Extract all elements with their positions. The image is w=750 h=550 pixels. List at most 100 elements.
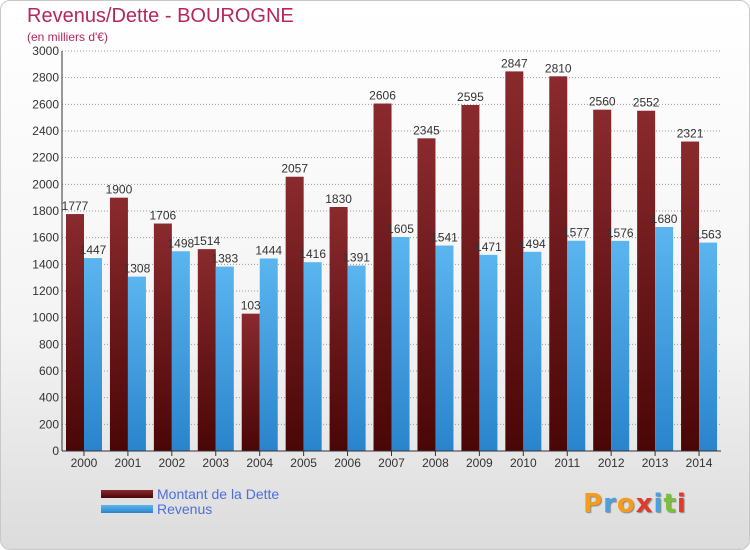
proxiti-logo: Proxiti: [583, 489, 687, 519]
chart-subtitle: (en milliers d'€): [27, 30, 108, 44]
label-layer: 1777 1447 1900 1308 1706 1498 1514 1383 103 1444 2…: [62, 56, 722, 312]
data-label-revenue: 1444: [255, 243, 282, 257]
data-label-debt: 2057: [281, 162, 308, 176]
data-label-revenue: 1447: [80, 243, 107, 257]
bar-revenue: [699, 242, 718, 451]
x-tick-label: 2009: [466, 456, 493, 470]
legend: Montant de la Dette Revenus: [101, 486, 279, 517]
bar-revenue: [171, 251, 190, 451]
data-label-revenue: 1308: [124, 262, 151, 276]
legend-swatch-revenue: [101, 504, 153, 513]
data-label-revenue: 1494: [519, 237, 546, 251]
bar-debt: [373, 103, 392, 452]
data-label-revenue: 1680: [651, 212, 678, 226]
x-tick-label: 2003: [202, 456, 229, 470]
legend-item-revenue: Revenus: [101, 500, 279, 517]
bar-revenue: [391, 237, 410, 451]
data-label-revenue: 1471: [475, 240, 502, 254]
y-tick-label: 1800: [32, 204, 59, 218]
bar-debt: [197, 249, 216, 451]
data-label-debt: 2595: [457, 90, 484, 104]
x-tick-label: 2010: [510, 456, 537, 470]
data-label-debt: 2345: [413, 123, 440, 137]
data-label-revenue: 1541: [431, 231, 458, 245]
x-tick-label: 2013: [642, 456, 669, 470]
y-tick-label: 800: [39, 337, 59, 351]
data-label-debt: 103: [241, 299, 261, 313]
bar-debt: [461, 105, 480, 451]
bar-revenue: [259, 258, 278, 451]
axis-layer: 0 200 400 600 800 1000 1200 1400 1600 1800 2000 220…: [32, 44, 721, 470]
bar-revenue: [655, 227, 674, 451]
data-label-revenue: 1563: [695, 228, 722, 242]
y-tick-label: 2400: [32, 124, 59, 138]
x-tick-label: 2014: [686, 456, 713, 470]
bar-debt: [417, 138, 436, 452]
bar-revenue: [435, 245, 454, 451]
data-label-revenue: 1605: [387, 222, 414, 236]
data-label-revenue: 1576: [607, 226, 634, 240]
data-label-debt: 1830: [325, 192, 352, 206]
bar-debt: [285, 176, 304, 451]
data-label-debt: 2847: [501, 56, 528, 70]
y-tick-label: 200: [39, 417, 59, 431]
legend-item-debt: Montant de la Dette: [101, 486, 279, 502]
x-tick-label: 2001: [115, 456, 142, 470]
x-tick-label: 2008: [422, 456, 449, 470]
x-tick-label: 2002: [158, 456, 185, 470]
data-label-revenue: 1383: [211, 252, 238, 266]
bar-debt: [681, 141, 700, 452]
y-tick-label: 2600: [32, 97, 59, 111]
bar-revenue: [127, 276, 146, 451]
y-tick-label: 1600: [32, 231, 59, 245]
bar-debt: [505, 71, 524, 452]
bar-revenue: [84, 258, 102, 451]
y-tick-label: 0: [52, 444, 59, 458]
data-label-debt: 2560: [589, 95, 616, 109]
x-tick-label: 2000: [71, 456, 98, 470]
data-label-revenue: 1416: [299, 247, 326, 261]
logo-letter: P: [583, 489, 604, 519]
bar-revenue: [347, 265, 366, 451]
y-tick-label: 400: [39, 391, 59, 405]
logo-letter: o: [616, 489, 636, 519]
bar-debt: [637, 110, 656, 451]
bar-debt: [66, 214, 84, 451]
y-tick-label: 3000: [32, 44, 59, 58]
data-label-debt: 2606: [369, 89, 396, 103]
x-tick-label: 2012: [598, 456, 625, 470]
bar-revenue: [479, 254, 498, 451]
x-tick-label: 2005: [290, 456, 317, 470]
data-label-debt: 1706: [150, 209, 177, 223]
logo-letter: i: [676, 489, 687, 519]
x-tick-label: 2006: [334, 456, 361, 470]
bar-revenue: [523, 251, 542, 451]
x-tick-label: 2007: [378, 456, 405, 470]
legend-label-revenue: Revenus: [157, 500, 213, 517]
logo-letter: x: [635, 489, 654, 519]
y-tick-label: 1000: [32, 311, 59, 325]
bar-revenue: [215, 266, 234, 451]
data-label-debt: 1777: [62, 199, 89, 213]
bar-debt: [109, 197, 128, 451]
logo-letter: r: [603, 489, 617, 519]
bar-revenue: [611, 240, 630, 451]
y-tick-label: 1400: [32, 257, 59, 271]
bar-revenue: [567, 240, 586, 451]
bar-debt: [329, 207, 348, 451]
data-label-debt: 2321: [677, 127, 704, 141]
y-tick-label: 600: [39, 364, 59, 378]
bar-debt: [241, 313, 260, 451]
bar-layer: [66, 71, 718, 452]
y-tick-label: 2800: [32, 71, 59, 85]
data-label-debt: 2552: [633, 96, 660, 110]
y-tick-label: 1200: [32, 284, 59, 298]
data-label-revenue: 1498: [168, 236, 195, 250]
bar-debt: [153, 223, 172, 451]
data-label-debt: 1514: [193, 234, 220, 248]
bar-debt: [593, 109, 612, 452]
logo-letter: t: [663, 489, 677, 519]
chart-title: Revenus/Dette - BOUROGNE: [27, 5, 294, 27]
